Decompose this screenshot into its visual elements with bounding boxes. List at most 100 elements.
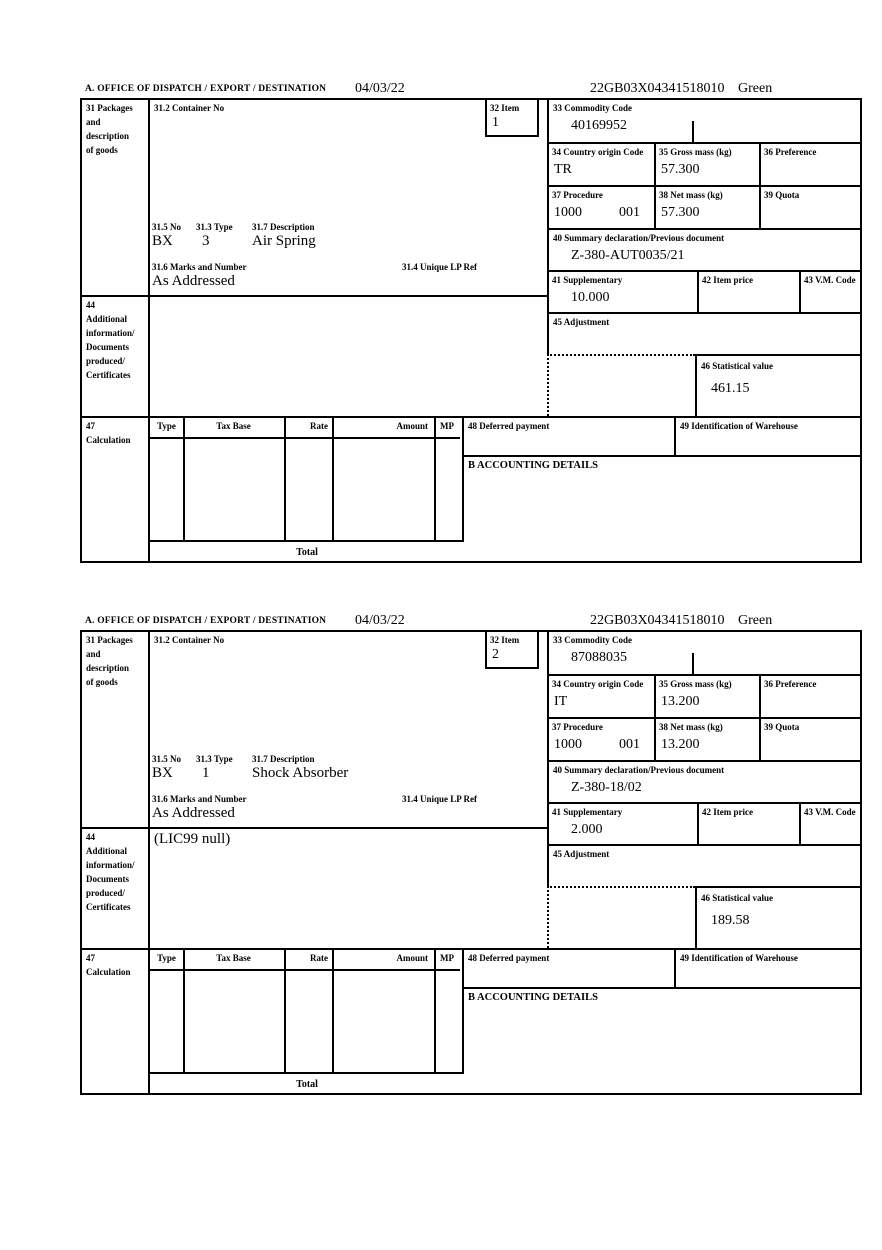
row-34-35-36: 34 Country origin Code TR 35 Gross mass … bbox=[547, 142, 860, 185]
box-39-quota: 39 Quota bbox=[759, 719, 862, 760]
procedure-code: 1000 bbox=[554, 205, 582, 220]
box-b-accounting-details: B ACCOUNTING DETAILS bbox=[468, 992, 598, 1003]
col-header-amount: Amount bbox=[396, 953, 428, 963]
col-header-type: Type bbox=[157, 421, 176, 431]
item-detail-table: 31 Packages and description of goods 31.… bbox=[80, 630, 862, 1095]
commodity-code-divider bbox=[692, 121, 694, 142]
box-44-additional-label: 44 Additional information/ Documents pro… bbox=[82, 295, 150, 416]
calculation-subtable: Type Tax Base Rate Amount MP bbox=[150, 948, 464, 1074]
col-header-tax-base: Tax Base bbox=[216, 421, 251, 431]
procedure-code: 1000 bbox=[554, 737, 582, 752]
goods-description: Air Spring bbox=[252, 233, 316, 249]
box-41-supplementary: 41 Supplementary 10.000 bbox=[549, 272, 697, 312]
procedure-suffix: 001 bbox=[619, 205, 640, 220]
office-of-dispatch-label: A. OFFICE OF DISPATCH / EXPORT / DESTINA… bbox=[85, 616, 327, 626]
col-header-mp: MP bbox=[440, 421, 454, 431]
box-40-previous-document: 40 Summary declaration/Previous document… bbox=[547, 228, 860, 270]
box-37-procedure: 37 Procedure 1000 001 bbox=[552, 190, 640, 220]
box-35-gross-mass: 35 Gross mass (kg) 57.300 bbox=[654, 144, 759, 185]
statistical-value: 189.58 bbox=[711, 913, 750, 928]
box-32-item: 32 Item 1 bbox=[485, 100, 539, 137]
routing-status: Green bbox=[738, 81, 773, 96]
package-count: BX bbox=[152, 765, 173, 781]
col-header-amount: Amount bbox=[396, 421, 428, 431]
office-of-dispatch-label: A. OFFICE OF DISPATCH / EXPORT / DESTINA… bbox=[85, 84, 327, 94]
row-37-38-39: 37 Procedure 1000 001 38 Net mass (kg) 13… bbox=[547, 717, 860, 760]
goods-description: Shock Absorber bbox=[252, 765, 349, 781]
box-45-adjustment: 45 Adjustment bbox=[547, 844, 860, 886]
commodity-code-divider bbox=[692, 653, 694, 674]
box-31-packages-label: 31 Packages and description of goods bbox=[82, 100, 150, 295]
package-count: BX bbox=[152, 233, 173, 249]
col-header-mp: MP bbox=[440, 953, 454, 963]
movement-reference-number: 22GB03X04341518010 bbox=[590, 81, 725, 96]
commodity-code-value: 87088035 bbox=[571, 650, 627, 665]
section-header: A. OFFICE OF DISPATCH / EXPORT / DESTINA… bbox=[80, 80, 862, 98]
box-31-goods-description: 31.2 Container No 32 Item 1 31.5 No 31.3… bbox=[150, 100, 547, 295]
box-34-country-origin: 34 Country origin Code TR bbox=[549, 144, 654, 185]
row-37-38-39: 37 Procedure 1000 001 38 Net mass (kg) 57… bbox=[547, 185, 860, 228]
previous-document-value: Z-380-AUT0035/21 bbox=[571, 248, 685, 263]
additional-info-value: (LIC99 null) bbox=[154, 831, 231, 847]
box-38-net-mass: 38 Net mass (kg) 13.200 bbox=[654, 719, 759, 760]
routing-status: Green bbox=[738, 613, 773, 628]
item-number: 2 bbox=[492, 647, 499, 662]
box-33-commodity-code: 33 Commodity Code 40169952 bbox=[547, 100, 860, 142]
col-header-rate: Rate bbox=[310, 421, 328, 431]
box-49-warehouse-id: 49 Identification of Warehouse bbox=[674, 948, 860, 989]
box-42-item-price: 42 Item price bbox=[697, 804, 799, 844]
col-header-tax-base: Tax Base bbox=[216, 953, 251, 963]
commodity-code-value: 40169952 bbox=[571, 118, 627, 133]
box-36-preference: 36 Preference bbox=[759, 676, 862, 717]
net-mass-value: 13.200 bbox=[661, 737, 700, 752]
col-header-type: Type bbox=[157, 953, 176, 963]
package-type: 3 bbox=[202, 233, 210, 249]
country-origin-value: TR bbox=[554, 162, 572, 177]
supplementary-units-value: 10.000 bbox=[571, 290, 610, 305]
box-33-commodity-code: 33 Commodity Code 87088035 bbox=[547, 632, 860, 674]
col-header-rate: Rate bbox=[310, 953, 328, 963]
container-no-label: 31.2 Container No bbox=[154, 635, 225, 645]
row-41-42-43: 41 Supplementary 2.000 42 Item price 43 … bbox=[547, 802, 860, 844]
box-31-packages-label: 31 Packages and description of goods bbox=[82, 632, 150, 827]
box-48-deferred-payment: 48 Deferred payment bbox=[464, 948, 674, 989]
net-mass-value: 57.300 bbox=[661, 205, 700, 220]
dotted-spacer-box bbox=[547, 354, 695, 416]
dispatch-date: 04/03/22 bbox=[355, 81, 405, 96]
box-46-statistical-value: 46 Statistical value 189.58 bbox=[695, 886, 860, 948]
container-no-label: 31.2 Container No bbox=[154, 103, 225, 113]
package-type: 1 bbox=[202, 765, 210, 781]
row-41-42-43: 41 Supplementary 10.000 42 Item price 43… bbox=[547, 270, 860, 312]
box-36-preference: 36 Preference bbox=[759, 144, 862, 185]
box-35-gross-mass: 35 Gross mass (kg) 13.200 bbox=[654, 676, 759, 717]
box-43-vm-code: 43 V.M. Code bbox=[799, 272, 862, 312]
statistical-value: 461.15 bbox=[711, 381, 750, 396]
box-31-goods-description: 31.2 Container No 32 Item 2 31.5 No 31.3… bbox=[150, 632, 547, 827]
item-number: 1 bbox=[492, 115, 499, 130]
box-49-warehouse-id: 49 Identification of Warehouse bbox=[674, 416, 860, 457]
movement-reference-number: 22GB03X04341518010 bbox=[590, 613, 725, 628]
previous-document-value: Z-380-18/02 bbox=[571, 780, 642, 795]
box-42-item-price: 42 Item price bbox=[697, 272, 799, 312]
box-40-previous-document: 40 Summary declaration/Previous document… bbox=[547, 760, 860, 802]
marks-and-numbers: As Addressed bbox=[152, 273, 235, 289]
box-44-additional-info: (LIC99 null) bbox=[150, 827, 547, 948]
dispatch-date: 04/03/22 bbox=[355, 613, 405, 628]
marks-and-numbers: As Addressed bbox=[152, 805, 235, 821]
total-row: Total bbox=[296, 547, 318, 558]
box-34-country-origin: 34 Country origin Code IT bbox=[549, 676, 654, 717]
box-43-vm-code: 43 V.M. Code bbox=[799, 804, 862, 844]
calculation-subtable: Type Tax Base Rate Amount MP bbox=[150, 416, 464, 542]
total-row: Total bbox=[296, 1079, 318, 1090]
dotted-spacer-box bbox=[547, 886, 695, 948]
row-34-35-36: 34 Country origin Code IT 35 Gross mass … bbox=[547, 674, 860, 717]
declaration-item-section-2: A. OFFICE OF DISPATCH / EXPORT / DESTINA… bbox=[80, 612, 862, 1095]
gross-mass-value: 13.200 bbox=[661, 694, 700, 709]
item-detail-table: 31 Packages and description of goods 31.… bbox=[80, 98, 862, 563]
box-38-net-mass: 38 Net mass (kg) 57.300 bbox=[654, 187, 759, 228]
country-origin-value: IT bbox=[554, 694, 568, 709]
box-44-additional-label: 44 Additional information/ Documents pro… bbox=[82, 827, 150, 948]
box-37-procedure: 37 Procedure 1000 001 bbox=[552, 722, 640, 752]
box-48-deferred-payment: 48 Deferred payment bbox=[464, 416, 674, 457]
